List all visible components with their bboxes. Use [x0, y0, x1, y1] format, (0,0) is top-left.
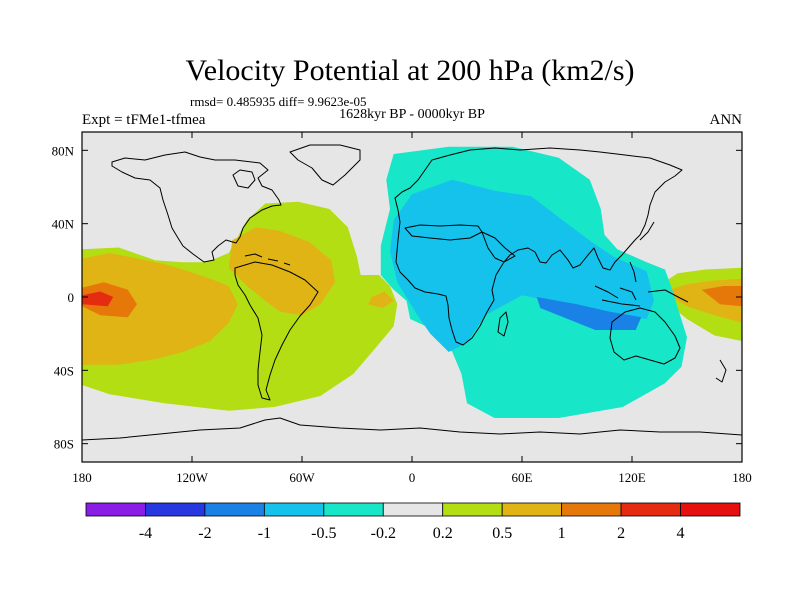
coast-north-america — [111, 151, 282, 263]
coast-eurasia — [394, 147, 683, 346]
colorbar-swatch — [680, 502, 741, 517]
stats-label: rmsd= 0.485935 diff= 9.9623e-05 — [190, 94, 367, 109]
colorbar-swatch — [263, 502, 325, 517]
colorbar-label: -4 — [139, 525, 152, 542]
colorbar-swatch — [561, 502, 622, 517]
ytick-label: 80N — [52, 143, 75, 158]
coast-philippines — [629, 261, 637, 283]
ytick-label: 40S — [54, 363, 74, 378]
east-pacific-positive — [82, 253, 238, 365]
experiment-label: Expt = tFMe1-tfmea — [82, 112, 206, 128]
xtick-label: 120W — [176, 470, 209, 485]
map-panel: 180 120W 60W 0 60E 120E 180 80N 40N 0 40S 80S — [52, 131, 752, 485]
colorbar-swatch — [204, 502, 265, 517]
coast-japan — [639, 221, 655, 241]
ytick-label: 0 — [68, 290, 75, 305]
xtick-label: 180 — [72, 470, 92, 485]
coast-antilles — [244, 253, 291, 266]
velocity-field — [82, 146, 742, 418]
ytick-label: 80S — [54, 437, 74, 452]
xtick-label: 60E — [512, 470, 533, 485]
colorbar: -4 -2 -1 -0.5 -0.2 0.2 0.5 1 2 4 — [85, 502, 741, 542]
ytick-label: 40N — [52, 217, 75, 232]
colorbar-label: 4 — [677, 525, 685, 542]
latitude-axis: 80N 40N 0 40S 80S — [52, 143, 742, 452]
colorbar-label: -0.5 — [311, 525, 336, 542]
xtick-label: 120E — [618, 470, 646, 485]
xtick-label: 0 — [409, 470, 416, 485]
colorbar-swatch — [85, 502, 146, 517]
period-label: 1628kyr BP - 0000kyr BP — [339, 107, 485, 122]
colorbar-label: -2 — [198, 525, 211, 542]
xtick-label: 60W — [289, 470, 315, 485]
coast-antarctica — [82, 417, 742, 441]
colorbar-swatch — [442, 502, 503, 517]
east-pacific-core-inner — [82, 291, 114, 307]
colorbar-label: 0.5 — [492, 525, 512, 542]
colorbar-swatch — [501, 502, 563, 517]
chart-title: Velocity Potential at 200 hPa (km2/s) — [185, 54, 634, 87]
colorbar-label: 1 — [558, 525, 566, 542]
longitude-axis: 180 120W 60W 0 60E 120E 180 — [72, 132, 752, 485]
coast-madagascar — [497, 311, 509, 337]
south-atlantic-spot — [368, 291, 394, 308]
colorbar-label: -1 — [258, 525, 271, 542]
coast-australia — [609, 307, 681, 365]
coastlines — [82, 144, 742, 441]
colorbar-swatch — [382, 502, 444, 517]
coast-indonesia — [594, 285, 689, 307]
west-pacific-core — [701, 286, 742, 307]
negative-region-core — [536, 297, 642, 330]
coast-hudson-bay — [232, 169, 256, 189]
coast-new-zealand — [715, 359, 727, 383]
colorbar-swatch — [145, 502, 206, 517]
colorbar-label: -0.2 — [371, 525, 396, 542]
season-label: ANN — [710, 112, 743, 128]
coast-greenland — [289, 144, 361, 186]
coast-arabia — [481, 231, 516, 263]
colorbar-swatch — [323, 502, 384, 517]
coast-south-america — [234, 261, 319, 401]
americas-positive — [228, 227, 335, 316]
xtick-label: 180 — [732, 470, 752, 485]
colorbar-label: 2 — [617, 525, 625, 542]
colorbar-label: 0.2 — [433, 525, 453, 542]
colorbar-swatch — [620, 502, 681, 517]
